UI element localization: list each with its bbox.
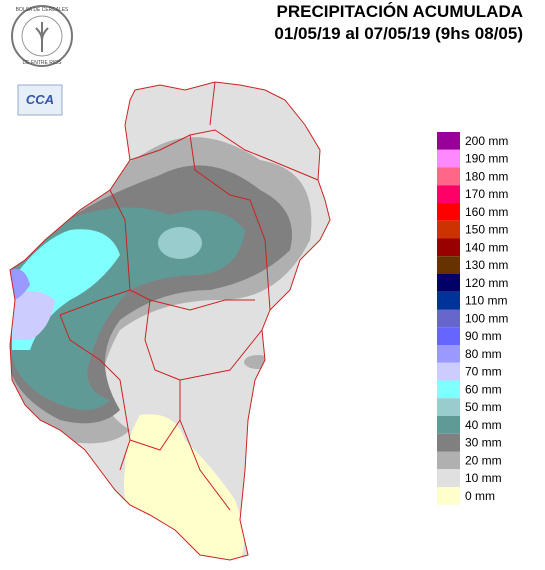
badge: CCA — [26, 92, 54, 107]
legend-label: 0 mm — [465, 489, 495, 503]
subtitle: 01/05/19 al 07/05/19 (9hs 08/05) — [274, 24, 523, 43]
legend-label: 140 mm — [465, 240, 508, 254]
legend-label: 10 mm — [465, 471, 502, 485]
legend-swatch — [437, 167, 460, 186]
legend-label: 80 mm — [465, 347, 502, 361]
legend: 200 mm 190 mm 180 mm 170 mm 160 mm 150 mm 140 … — [437, 132, 508, 505]
legend-swatch — [437, 132, 460, 150]
legend-label: 130 mm — [465, 258, 508, 272]
legend-swatch — [437, 451, 460, 470]
title: PRECIPITACIÓN ACUMULADA — [277, 2, 524, 21]
legend-swatch — [437, 203, 460, 221]
legend-swatch — [437, 469, 460, 487]
legend-label: 120 mm — [465, 276, 508, 290]
legend-swatch — [437, 291, 460, 310]
legend-swatch — [437, 274, 460, 292]
legend-swatch — [437, 238, 460, 257]
legend-label: 160 mm — [465, 205, 508, 219]
legend-swatch — [437, 220, 460, 239]
logo: BOLSA DE CEREALES DE ENTRE RIOS CCA — [11, 5, 73, 116]
legend-label: 30 mm — [465, 436, 502, 450]
legend-label: 110 mm — [465, 294, 507, 308]
legend-label: 170 mm — [465, 187, 508, 201]
legend-swatch — [437, 345, 460, 363]
legend-swatch — [437, 185, 460, 203]
legend-swatch — [437, 149, 460, 168]
legend-swatch — [437, 380, 460, 399]
legend-label: 200 mm — [465, 134, 508, 148]
logo-top-text: BOLSA DE CEREALES — [16, 7, 69, 13]
legend-swatch — [437, 327, 460, 345]
legend-swatch — [437, 398, 460, 416]
logo-bottom-text: DE ENTRE RIOS — [23, 60, 63, 66]
legend-label: 90 mm — [465, 329, 502, 343]
legend-label: 100 mm — [465, 311, 508, 325]
legend-label: 190 mm — [465, 152, 508, 166]
legend-label: 180 mm — [465, 169, 508, 183]
legend-label: 60 mm — [465, 382, 502, 396]
legend-swatch — [437, 416, 460, 434]
legend-label: 50 mm — [465, 400, 502, 414]
legend-label: 40 mm — [465, 418, 502, 432]
department-borders — [9, 81, 331, 561]
legend-swatch — [437, 362, 460, 381]
legend-swatch — [437, 487, 460, 505]
legend-swatch — [437, 256, 460, 274]
legend-label: 70 mm — [465, 365, 502, 379]
legend-label: 150 mm — [465, 223, 508, 237]
legend-swatch — [437, 433, 460, 452]
legend-swatch — [437, 309, 460, 328]
legend-label: 20 mm — [465, 453, 502, 467]
